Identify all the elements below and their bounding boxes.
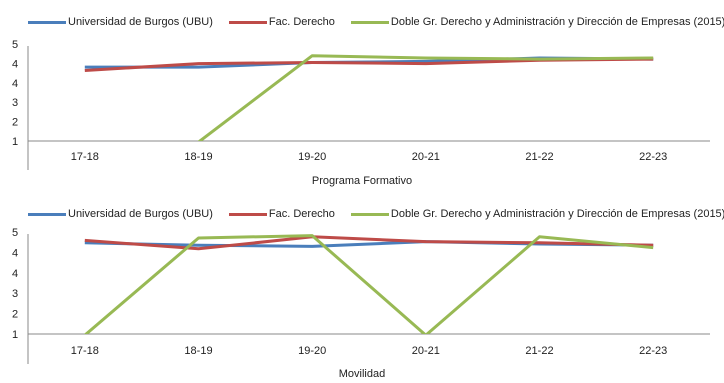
legend-swatch <box>28 212 66 216</box>
chart-legend: Universidad de Burgos (UBU) Fac. Derecho… <box>28 10 724 34</box>
legend-label: Universidad de Burgos (UBU) <box>68 208 213 220</box>
y-tick-label: 1 <box>12 136 18 148</box>
y-tick-label: 2 <box>12 117 18 129</box>
y-tick-label: 1 <box>12 329 18 341</box>
x-tick-label: 18-19 <box>184 151 212 163</box>
x-tick-label: 21-22 <box>525 345 553 357</box>
x-tick-label: 19-20 <box>298 345 326 357</box>
x-tick-label: 17-18 <box>71 345 99 357</box>
y-tick-label: 4 <box>12 268 18 280</box>
x-tick-label: 20-21 <box>412 345 440 357</box>
y-tick-label: 5 <box>12 39 18 51</box>
legend-swatch <box>228 20 267 24</box>
x-axis-title: Programa Formativo <box>311 175 413 187</box>
legend-swatch <box>350 20 389 24</box>
chart-legend: Universidad de Burgos (UBU) Fac. Derecho… <box>28 202 724 226</box>
legend-item-doble-grado: Doble Gr. Derecho y Administración y Dir… <box>350 16 724 28</box>
x-tick-label: 21-22 <box>525 151 553 163</box>
x-axis-title: Movilidad <box>338 368 386 380</box>
y-tick-label: 3 <box>12 97 18 109</box>
x-tick-label: 17-18 <box>71 151 99 163</box>
series-line-2 <box>83 234 654 334</box>
legend-item-ubu: Universidad de Burgos (UBU) <box>28 16 213 28</box>
legend-swatch <box>28 20 66 24</box>
legend-swatch <box>350 212 389 216</box>
series-line-2 <box>197 54 654 141</box>
chart-panel-programa-formativo: Universidad de Burgos (UBU) Fac. Derecho… <box>12 10 724 187</box>
legend-item-ubu: Universidad de Burgos (UBU) <box>28 208 213 220</box>
legend-label: Fac. Derecho <box>268 208 335 220</box>
legend-item-fac-derecho: Fac. Derecho <box>228 208 335 220</box>
line-chart-movilidad: 1 2 3 4 4 5 17-18 18-19 19-20 20-21 21-22 22-23 <box>12 227 710 364</box>
y-tick-label: 4 <box>12 58 18 70</box>
y-tick-label: 3 <box>12 288 18 300</box>
series-line-1 <box>84 235 654 251</box>
legend-item-fac-derecho: Fac. Derecho <box>228 16 335 28</box>
legend-label: Fac. Derecho <box>268 16 335 28</box>
legend-swatch <box>228 212 267 216</box>
y-tick-label: 2 <box>12 309 18 321</box>
x-tick-label: 22-23 <box>639 345 667 357</box>
y-tick-label: 5 <box>12 227 18 239</box>
y-tick-label: 4 <box>12 78 18 90</box>
legend-label: Doble Gr. Derecho y Administración y Dir… <box>390 208 724 220</box>
x-tick-label: 22-23 <box>639 151 667 163</box>
legend-item-doble-grado: Doble Gr. Derecho y Administración y Dir… <box>350 208 724 220</box>
legend-label: Doble Gr. Derecho y Administración y Dir… <box>390 16 724 28</box>
legend-label: Universidad de Burgos (UBU) <box>68 16 213 28</box>
y-tick-label: 4 <box>12 247 18 259</box>
chart-panel-movilidad: Universidad de Burgos (UBU) Fac. Derecho… <box>0 192 724 383</box>
line-chart-programa-formativo: 1 2 3 4 4 5 17-18 18-19 19-20 20-21 21-22 22-23 <box>12 39 710 170</box>
x-tick-label: 18-19 <box>184 345 212 357</box>
x-tick-label: 20-21 <box>412 151 440 163</box>
x-tick-label: 19-20 <box>298 151 326 163</box>
